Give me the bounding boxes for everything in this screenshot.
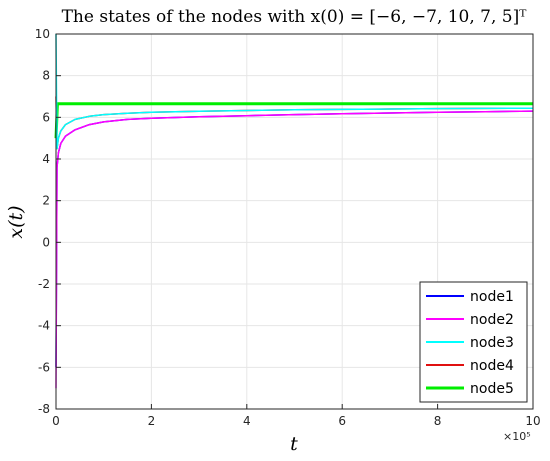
y-tick-label: -4 bbox=[38, 319, 50, 333]
legend: node1 node2 node3 node4 node5 bbox=[419, 281, 528, 403]
legend-label-node1: node1 bbox=[470, 289, 514, 305]
y-tick-label: 8 bbox=[42, 69, 50, 83]
y-tick-label: 0 bbox=[42, 235, 50, 249]
plot-border bbox=[55, 33, 534, 410]
x-tick-label: 2 bbox=[148, 414, 156, 428]
legend-label-node2: node2 bbox=[470, 312, 514, 328]
legend-label-node3: node3 bbox=[470, 335, 514, 351]
y-tick-label: -6 bbox=[38, 360, 50, 374]
y-axis-label: x(t) bbox=[5, 205, 27, 238]
y-tick-label: 6 bbox=[42, 110, 50, 124]
y-tick-label: 10 bbox=[35, 27, 50, 41]
x-tick-label: 10 bbox=[525, 414, 540, 428]
series-line-node2 bbox=[55, 110, 534, 389]
chart-title: The states of the nodes with x(0) = [−6,… bbox=[62, 7, 528, 27]
series-line-node3 bbox=[55, 33, 534, 150]
y-tick-label: 2 bbox=[42, 194, 50, 208]
x-tick-label: 6 bbox=[338, 414, 346, 428]
x-tick-label: 4 bbox=[243, 414, 251, 428]
x-axis-exponent: ×10⁵ bbox=[503, 430, 531, 443]
legend-label-node5: node5 bbox=[470, 381, 514, 397]
series-layer bbox=[54, 33, 534, 389]
x-tick-label: 8 bbox=[434, 414, 442, 428]
y-tick-label: -8 bbox=[38, 402, 50, 416]
x-axis: 0 2 4 6 8 10 bbox=[52, 404, 541, 428]
y-tick-label: 4 bbox=[42, 152, 50, 166]
y-tick-label: -2 bbox=[38, 277, 50, 291]
x-axis-label: t bbox=[290, 433, 298, 455]
legend-label-node4: node4 bbox=[470, 358, 514, 374]
y-axis: -8 -6 -4 -2 0 2 4 6 8 10 bbox=[35, 27, 61, 416]
x-tick-label: 0 bbox=[52, 414, 60, 428]
